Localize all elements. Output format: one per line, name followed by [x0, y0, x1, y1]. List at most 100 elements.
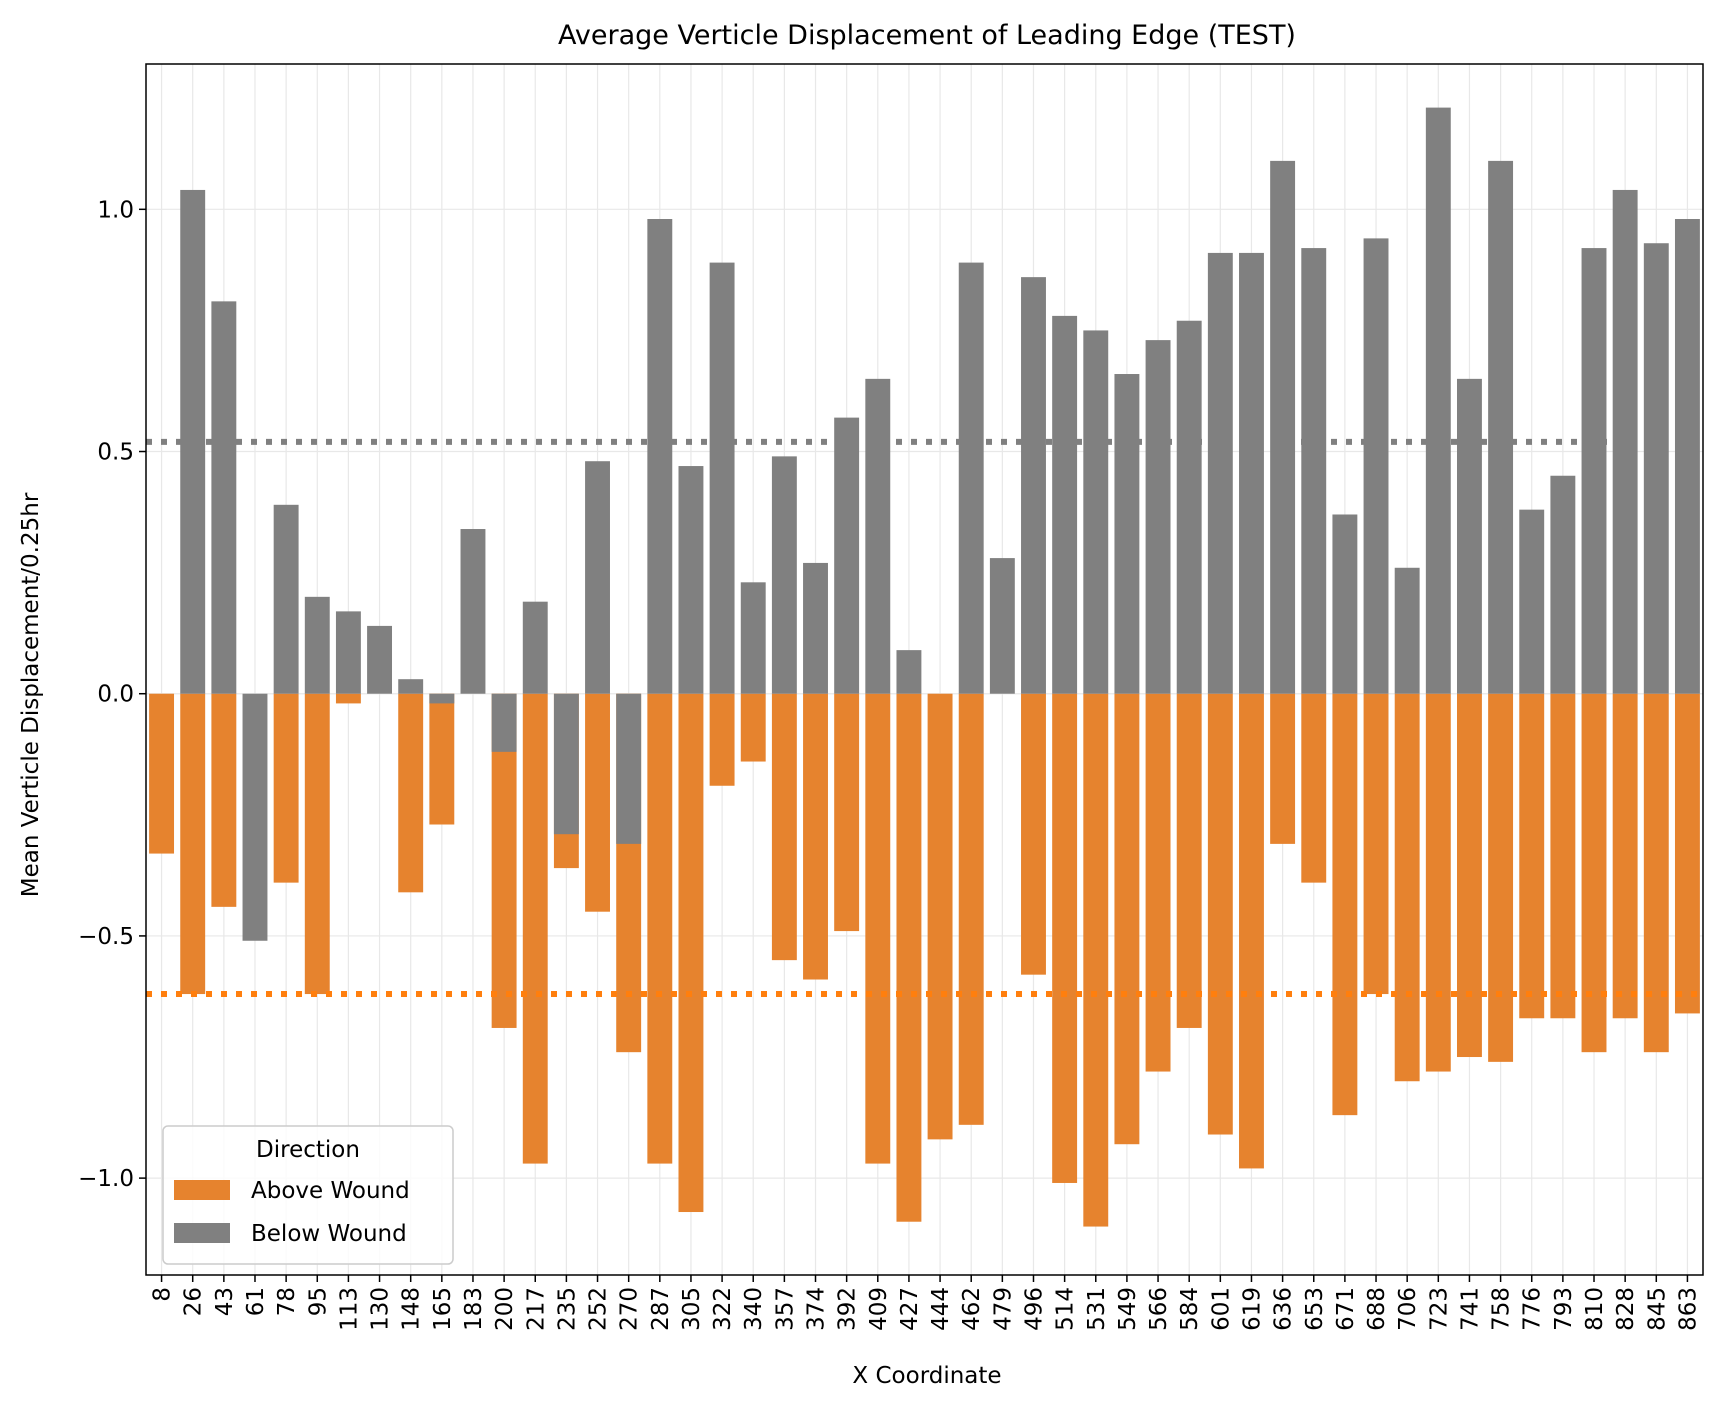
x-tick-label-148: 148 — [399, 1287, 425, 1331]
bar-above-wound-810 — [1581, 693, 1607, 1053]
bar-below-wound-61 — [242, 693, 268, 941]
x-tick-label-78: 78 — [274, 1287, 300, 1316]
bar-below-wound-252 — [585, 461, 610, 694]
x-tick-label-514: 514 — [1053, 1287, 1079, 1331]
bar-above-wound-113 — [335, 693, 361, 704]
x-tick-label-566: 566 — [1146, 1287, 1172, 1331]
x-tick-label-671: 671 — [1333, 1287, 1359, 1331]
bar-below-wound-758 — [1488, 160, 1514, 694]
x-tick-label-340: 340 — [741, 1287, 767, 1331]
bar-above-wound-217 — [522, 693, 548, 1164]
bar-below-wound-183 — [460, 529, 486, 694]
bar-below-wound-863 — [1674, 219, 1700, 694]
bar-below-wound-810 — [1581, 248, 1607, 694]
x-tick-label-427: 427 — [897, 1287, 923, 1331]
bar-above-wound-26 — [180, 693, 206, 995]
bar-above-wound-566 — [1145, 693, 1171, 1072]
bar-below-wound-671 — [1332, 514, 1358, 694]
x-tick-label-95: 95 — [305, 1287, 331, 1316]
bar-below-wound-392 — [834, 417, 860, 694]
bar-below-wound-95 — [304, 596, 330, 694]
bar-above-wound-95 — [304, 693, 330, 995]
x-tick-label-828: 828 — [1613, 1287, 1639, 1331]
legend-swatch-below-wound — [174, 1223, 230, 1243]
bar-below-wound-845 — [1643, 243, 1669, 694]
bar-above-wound-374 — [803, 693, 828, 980]
bar-above-wound-427 — [896, 693, 922, 1222]
x-tick-label-776: 776 — [1520, 1287, 1546, 1331]
x-tick-label-322: 322 — [710, 1287, 736, 1331]
bar-below-wound-130 — [367, 625, 393, 694]
x-tick-label-287: 287 — [648, 1287, 674, 1331]
bar-above-wound-828 — [1612, 693, 1638, 1019]
x-tick-label-601: 601 — [1208, 1287, 1234, 1331]
bar-above-wound-653 — [1301, 693, 1327, 883]
x-tick-label-183: 183 — [461, 1287, 487, 1331]
x-tick-label-305: 305 — [679, 1287, 705, 1331]
chart-title: Average Verticle Displacement of Leading… — [558, 20, 1296, 51]
x-tick-label-758: 758 — [1489, 1287, 1515, 1331]
plot-frame — [145, 63, 1704, 1276]
bar-below-wound-217 — [522, 601, 548, 694]
bar-below-wound-340 — [740, 582, 766, 694]
bar-above-wound-741 — [1456, 693, 1482, 1058]
x-tick-label-496: 496 — [1021, 1287, 1047, 1331]
bar-above-wound-462 — [958, 693, 984, 1125]
x-tick-label-706: 706 — [1395, 1287, 1421, 1331]
bar-below-wound-427 — [896, 650, 922, 694]
bar-below-wound-531 — [1083, 330, 1109, 694]
bar-below-wound-409 — [865, 378, 891, 694]
bar-below-wound-200 — [491, 693, 517, 752]
bar-above-wound-549 — [1114, 693, 1140, 1145]
bar-below-wound-43 — [211, 301, 237, 694]
bar-above-wound-322 — [709, 693, 735, 786]
x-tick-label-619: 619 — [1239, 1287, 1265, 1331]
bar-above-wound-706 — [1394, 693, 1420, 1082]
x-tick-label-549: 549 — [1115, 1287, 1141, 1331]
bar-below-wound-793 — [1550, 475, 1576, 694]
bar-below-wound-270 — [616, 693, 642, 844]
bar-below-wound-776 — [1519, 509, 1545, 694]
bar-below-wound-462 — [958, 262, 984, 694]
bar-below-wound-584 — [1176, 320, 1202, 694]
bar-below-wound-496 — [1021, 277, 1046, 694]
x-tick-label-374: 374 — [804, 1287, 830, 1331]
bar-above-wound-584 — [1176, 693, 1202, 1028]
bar-below-wound-514 — [1052, 315, 1078, 694]
bar-above-wound-863 — [1674, 693, 1700, 1014]
x-tick-label-26: 26 — [181, 1287, 207, 1316]
legend-title: Direction — [256, 1137, 360, 1163]
bar-above-wound-671 — [1332, 693, 1358, 1116]
bar-above-wound-444 — [927, 693, 953, 1140]
x-tick-label-653: 653 — [1302, 1287, 1328, 1331]
bar-above-wound-305 — [678, 693, 704, 1213]
bar-above-wound-357 — [771, 693, 797, 961]
x-tick-label-61: 61 — [243, 1287, 269, 1316]
bars — [149, 107, 1700, 1227]
bar-below-wound-653 — [1301, 248, 1327, 694]
bar-below-wound-706 — [1394, 567, 1420, 694]
x-tick-label-130: 130 — [368, 1287, 394, 1331]
bar-above-wound-496 — [1021, 693, 1046, 975]
y-axis-title: Mean Verticle Displacement/0.25hr — [18, 492, 44, 897]
x-tick-label-479: 479 — [990, 1287, 1016, 1331]
bar-below-wound-566 — [1145, 340, 1171, 694]
bar-above-wound-78 — [273, 693, 299, 883]
bar-above-wound-392 — [834, 693, 860, 932]
bar-above-wound-758 — [1488, 693, 1514, 1062]
bar-below-wound-148 — [398, 679, 424, 694]
bar-below-wound-78 — [273, 504, 299, 694]
axes: −1.0 −0.5 0.0 0.5 1.0 8 26 43 61 78 95 113 130 148 165… — [78, 63, 1704, 1331]
y-tick-label-0: −1.0 — [78, 1166, 134, 1192]
legend-frame — [162, 1125, 454, 1265]
bar-below-wound-479 — [989, 558, 1015, 694]
legend-label-above-wound: Above Wound — [251, 1178, 410, 1204]
bar-above-wound-776 — [1519, 693, 1545, 1019]
x-tick-label-252: 252 — [586, 1287, 612, 1331]
bar-above-wound-287 — [647, 693, 673, 1164]
x-tick-label-409: 409 — [866, 1287, 892, 1331]
y-tick-label-2: 0.0 — [97, 682, 134, 708]
bar-below-wound-322 — [709, 262, 735, 694]
x-tick-label-741: 741 — [1457, 1287, 1483, 1331]
bar-above-wound-148 — [398, 693, 424, 893]
